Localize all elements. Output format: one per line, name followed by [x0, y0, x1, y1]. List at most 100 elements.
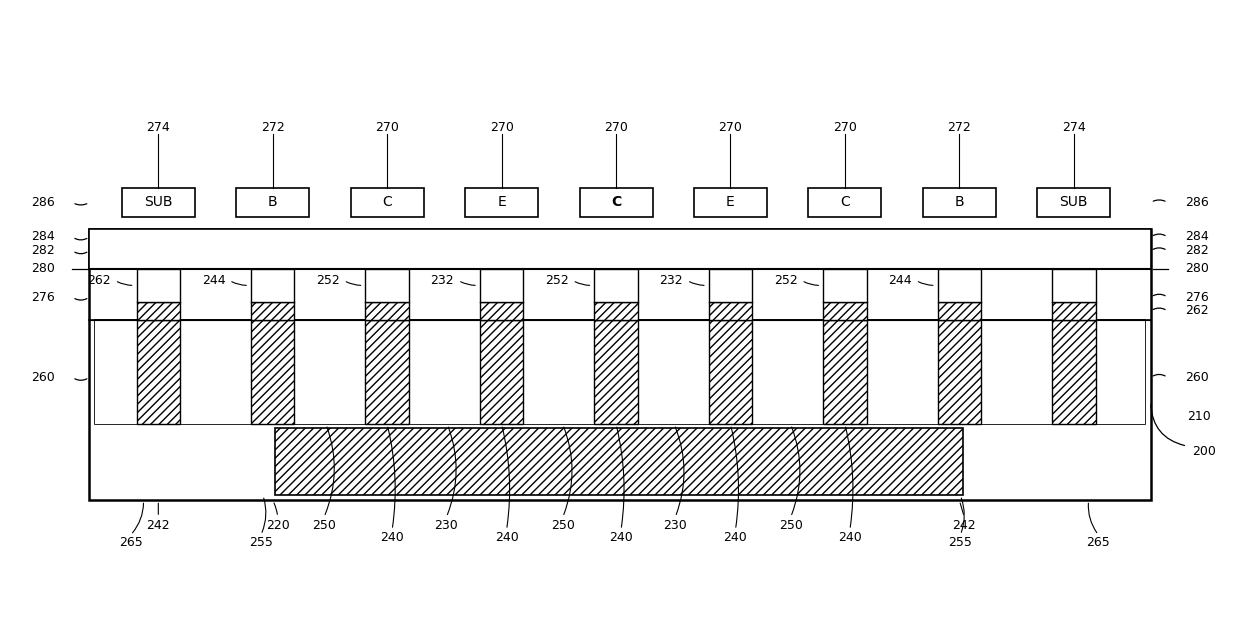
Text: 210: 210 — [1187, 410, 1211, 423]
Text: 242: 242 — [146, 519, 170, 531]
Text: C: C — [611, 195, 621, 210]
Bar — [937, 302, 981, 320]
Text: 255: 255 — [249, 536, 273, 549]
Text: 252: 252 — [546, 274, 569, 287]
Text: C: C — [382, 195, 392, 210]
Bar — [465, 188, 538, 218]
Bar — [694, 188, 768, 218]
Bar — [823, 320, 867, 425]
Bar — [136, 302, 180, 320]
Bar — [237, 188, 309, 218]
Bar — [351, 188, 424, 218]
Bar — [250, 269, 294, 302]
Text: 282: 282 — [31, 244, 55, 257]
Bar — [709, 269, 753, 302]
Text: 255: 255 — [949, 536, 972, 549]
Bar — [709, 302, 753, 320]
Bar — [523, 320, 594, 425]
Bar — [409, 320, 480, 425]
Text: 252: 252 — [316, 274, 340, 287]
Bar — [95, 320, 1145, 425]
Text: SUB: SUB — [1059, 195, 1087, 210]
Text: 265: 265 — [119, 536, 143, 549]
Text: 272: 272 — [260, 121, 285, 134]
Text: 230: 230 — [434, 519, 459, 531]
Text: 232: 232 — [430, 274, 454, 287]
Bar — [250, 302, 294, 320]
Bar — [937, 320, 981, 425]
Text: 240: 240 — [838, 531, 862, 544]
Text: 276: 276 — [1185, 290, 1209, 303]
Bar — [480, 302, 523, 320]
Text: 250: 250 — [312, 519, 336, 531]
Text: 270: 270 — [490, 121, 513, 134]
Text: 286: 286 — [1185, 196, 1209, 209]
Text: 280: 280 — [31, 262, 55, 275]
Bar — [480, 269, 523, 302]
Text: SUB: SUB — [144, 195, 172, 210]
Text: 244: 244 — [202, 274, 226, 287]
Bar — [89, 229, 1151, 501]
Bar — [122, 188, 195, 218]
Text: 272: 272 — [947, 121, 971, 134]
Bar — [1038, 188, 1110, 218]
Bar — [136, 269, 180, 302]
Bar — [1052, 320, 1095, 425]
Bar — [594, 269, 637, 302]
Bar — [366, 302, 409, 320]
Text: 230: 230 — [663, 519, 687, 531]
Text: E: E — [497, 195, 506, 210]
Text: 276: 276 — [31, 290, 55, 303]
Text: 250: 250 — [779, 519, 802, 531]
Bar — [709, 320, 753, 425]
Bar — [594, 320, 637, 425]
Bar — [1052, 302, 1095, 320]
Text: 284: 284 — [1185, 231, 1209, 243]
Bar — [136, 320, 180, 425]
Text: E: E — [727, 195, 735, 210]
Text: 242: 242 — [952, 519, 976, 531]
Text: 200: 200 — [1192, 444, 1216, 457]
Bar — [95, 320, 136, 425]
Bar — [923, 188, 996, 218]
Text: 270: 270 — [833, 121, 857, 134]
Text: 270: 270 — [376, 121, 399, 134]
Bar — [594, 302, 637, 320]
Text: 232: 232 — [660, 274, 683, 287]
Text: 282: 282 — [1185, 244, 1209, 257]
Text: 240: 240 — [381, 531, 404, 544]
Bar — [294, 320, 366, 425]
Bar — [637, 320, 709, 425]
Bar — [275, 428, 963, 496]
Bar — [1052, 269, 1095, 302]
Bar — [823, 269, 867, 302]
Text: 284: 284 — [31, 231, 55, 243]
Text: 260: 260 — [1185, 371, 1209, 384]
Bar — [937, 269, 981, 302]
Text: 274: 274 — [146, 121, 170, 134]
Bar — [480, 320, 523, 425]
Text: 244: 244 — [888, 274, 911, 287]
Text: 262: 262 — [87, 274, 110, 287]
Bar — [808, 188, 882, 218]
Text: 265: 265 — [1086, 536, 1110, 549]
Text: 240: 240 — [724, 531, 748, 544]
Text: B: B — [268, 195, 278, 210]
Bar — [180, 320, 250, 425]
Bar — [753, 320, 823, 425]
Bar — [366, 269, 409, 302]
Bar — [867, 320, 937, 425]
Text: 274: 274 — [1061, 121, 1086, 134]
Text: 280: 280 — [1185, 262, 1209, 275]
Bar — [823, 302, 867, 320]
Text: B: B — [955, 195, 965, 210]
Bar — [366, 320, 409, 425]
Bar — [579, 188, 652, 218]
Text: 260: 260 — [31, 371, 55, 384]
Text: C: C — [839, 195, 849, 210]
Bar — [89, 229, 1151, 269]
Bar — [1095, 320, 1145, 425]
Text: 252: 252 — [774, 274, 797, 287]
Text: 240: 240 — [609, 531, 632, 544]
Text: 220: 220 — [265, 519, 290, 531]
